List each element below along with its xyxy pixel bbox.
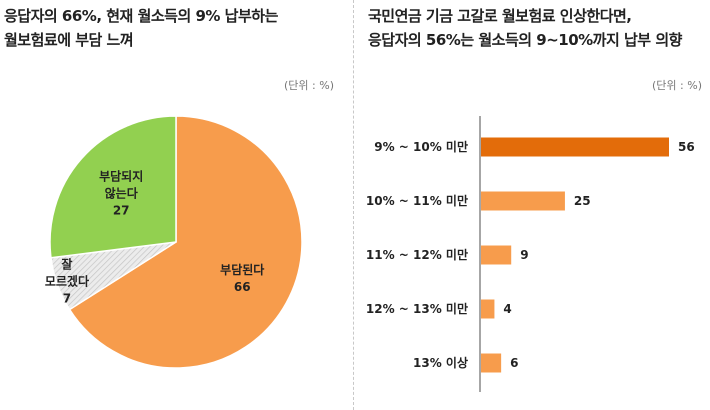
bar-category-label-4: 12% ~ 13% 미만 (366, 301, 468, 316)
bar-category-label-1: 9% ~ 10% 미만 (374, 139, 468, 154)
bar-panel: 국민연금 기금 고갈로 월보험료 인상한다면, 응답자의 56%는 월소득의 9… (360, 0, 710, 410)
pie-slice-label-3: 부담되지 않는다 27 (99, 169, 143, 218)
bar-value-label-1: 56 (678, 140, 695, 154)
panel-divider (353, 0, 354, 410)
bar-value-label-3: 9 (520, 248, 528, 262)
bar-category-label-5: 13% 이상 (413, 355, 468, 370)
bar-2 (481, 191, 565, 211)
bar-5 (481, 353, 502, 373)
pie-title-line2: 월보험료에 부담 느껴 (4, 31, 134, 49)
bar-4 (481, 299, 495, 319)
bar-value-label-2: 25 (574, 194, 591, 208)
pie-title-line1: 응답자의 66%, 현재 월소득의 9% 납부하는 (4, 7, 278, 25)
pie-panel: 응답자의 66%, 현재 월소득의 9% 납부하는 월보험료에 부담 느껴 (단… (0, 0, 350, 410)
pie-slice-3 (49, 115, 177, 259)
bar-value-label-4: 4 (503, 302, 511, 316)
pie-unit-label: (단위 : %) (284, 79, 334, 92)
bar-chart: 9% ~ 10% 미만 56 10% ~ 11% 미만 25 11% ~ 12% 미만 9… (366, 116, 695, 392)
bar-title-line1: 국민연금 기금 고갈로 월보험료 인상한다면, (368, 7, 632, 25)
bar-1 (481, 137, 669, 157)
pie-slice-label-2: 잘 모르겠다 7 (45, 257, 89, 305)
bar-category-label-2: 10% ~ 11% 미만 (366, 193, 468, 208)
bar-category-label-3: 11% ~ 12% 미만 (366, 247, 468, 262)
pie-slice-label-1: 부담된다 66 (220, 262, 264, 294)
bar-title-line2: 응답자의 56%는 월소득의 9~10%까지 납부 의향 (368, 31, 682, 49)
bar-unit-label: (단위 : %) (652, 79, 702, 92)
pie-slice-1 (68, 115, 303, 369)
bar-3 (481, 245, 512, 265)
bar-title: 국민연금 기금 고갈로 월보험료 인상한다면, 응답자의 56%는 월소득의 9… (368, 4, 682, 52)
bar-value-label-5: 6 (510, 356, 518, 370)
pie-title: 응답자의 66%, 현재 월소득의 9% 납부하는 월보험료에 부담 느껴 (4, 4, 278, 52)
